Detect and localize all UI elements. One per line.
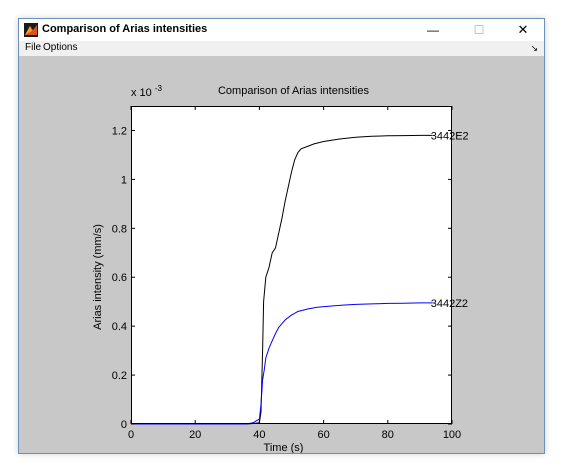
y-exponent-label: x 10 -3	[131, 84, 163, 99]
menu-bar: File Options ↘	[19, 41, 544, 57]
x-tick-label: 60	[317, 429, 329, 441]
y-tick-label: 0.8	[112, 223, 127, 235]
y-tick-label: 1	[121, 174, 127, 186]
series-line-3442Z2	[131, 302, 433, 425]
y-tick-label: 0.6	[112, 272, 127, 284]
figure-window: Comparison of Arias intensities — ☐ ✕ Fi…	[18, 18, 545, 454]
x-tick-label: 40	[253, 429, 265, 441]
axes-frame	[131, 106, 452, 424]
x-tick-label: 80	[382, 429, 394, 441]
y-exponent-base: x 10	[131, 87, 152, 99]
window-title: Comparison of Arias intensities	[42, 23, 208, 35]
y-tick-label: 1.2	[112, 125, 127, 137]
dock-arrow-icon[interactable]: ↘	[530, 43, 538, 53]
series-annotation: 3442Z2	[431, 298, 468, 310]
x-tick-label: 100	[443, 429, 461, 441]
close-button[interactable]: ✕	[500, 19, 546, 41]
x-axis-label: Time (s)	[264, 442, 304, 453]
minimize-button[interactable]: —	[410, 19, 456, 41]
series-line-3442E2	[131, 134, 433, 425]
x-tick-label: 0	[128, 429, 134, 441]
title-bar[interactable]: Comparison of Arias intensities — ☐ ✕	[19, 19, 544, 41]
series-annotation: 3442E2	[431, 130, 469, 142]
chart-title: Comparison of Arias intensities	[218, 85, 370, 97]
maximize-icon: ☐	[473, 23, 485, 37]
y-tick-label: 0.2	[112, 370, 127, 382]
figure-area: 0 20 40 60 80 100 0 0.2 0.4 0.6 0.8 1 1.2 Comparison…	[19, 57, 544, 453]
y-tick-label: 0.4	[112, 321, 127, 333]
y-exponent-power: -3	[155, 84, 163, 93]
maximize-button[interactable]: ☐	[456, 19, 502, 41]
y-tick-label: 0	[121, 419, 127, 431]
close-icon: ✕	[517, 22, 529, 37]
axes-background	[131, 106, 452, 424]
menu-options[interactable]: Options	[43, 42, 78, 53]
minimize-icon: —	[427, 23, 439, 37]
chart: 0 20 40 60 80 100 0 0.2 0.4 0.6 0.8 1 1.2 Comparison…	[92, 84, 469, 453]
x-tick-label: 20	[189, 429, 201, 441]
menu-file[interactable]: File	[25, 42, 42, 53]
matlab-logo-icon	[24, 23, 38, 37]
y-axis-label: Arias intensity (mm/s)	[92, 224, 104, 330]
